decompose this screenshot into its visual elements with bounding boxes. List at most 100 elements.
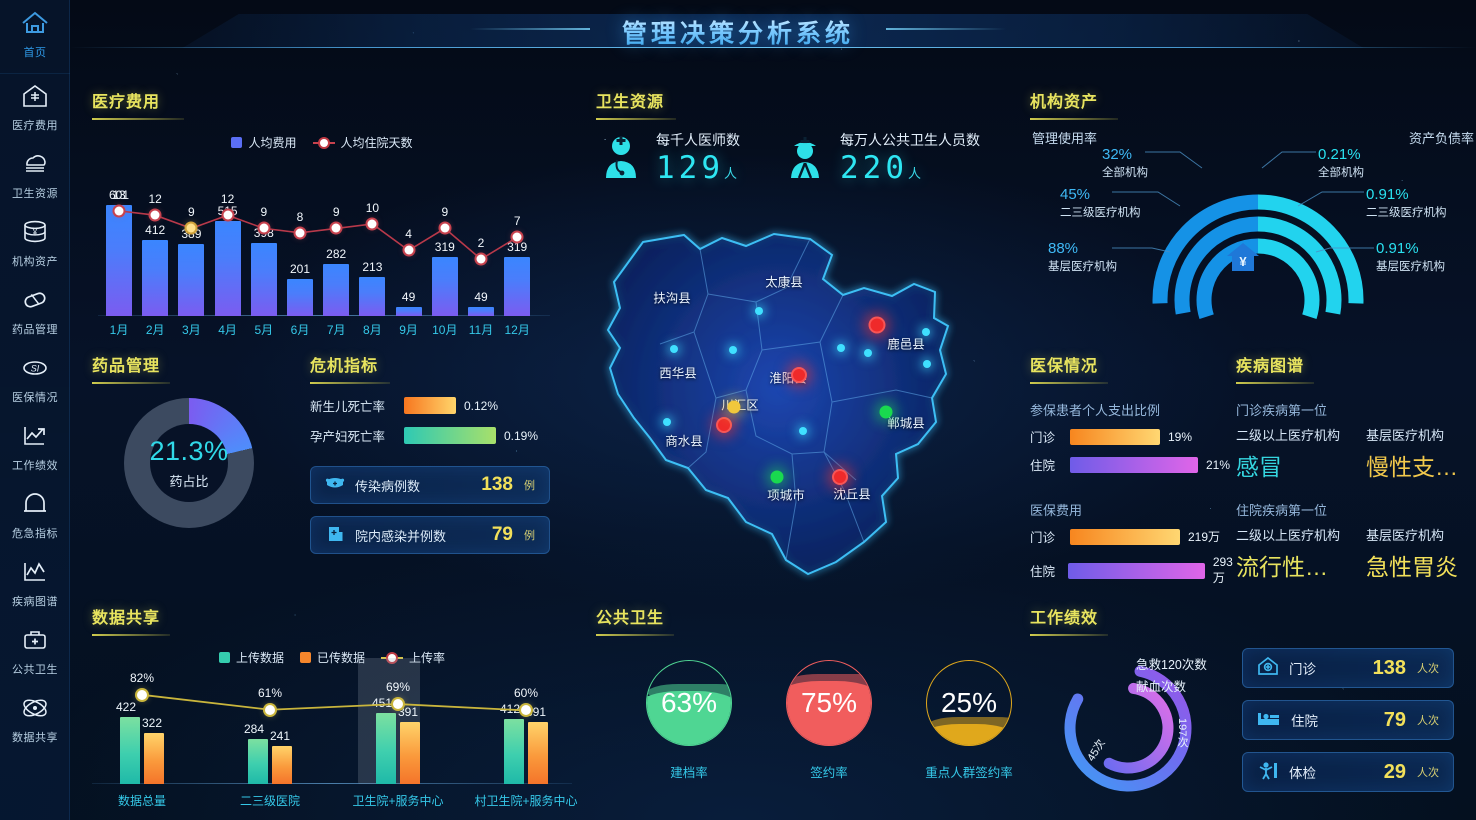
- line-point[interactable]: [393, 699, 403, 710]
- legend-swatch: [218, 652, 230, 663]
- bar-transferred: [400, 722, 420, 784]
- bar: [359, 276, 386, 316]
- bar-column[interactable]: 5154月: [214, 204, 241, 337]
- insurance-bar-label: 住院: [1030, 565, 1056, 579]
- map-marker[interactable]: [799, 427, 807, 435]
- sidebar-item-drug-management[interactable]: 药品管理: [0, 278, 70, 346]
- line-point[interactable]: [367, 219, 377, 229]
- map-warn-marker[interactable]: [727, 400, 741, 414]
- line-point[interactable]: [265, 704, 275, 715]
- map-marker[interactable]: [922, 328, 930, 336]
- line-point[interactable]: [114, 206, 124, 216]
- svg-text:¥: ¥: [1239, 254, 1247, 269]
- bar-column[interactable]: 319 10月: [431, 240, 458, 337]
- medkit-icon: [0, 627, 70, 657]
- line-point[interactable]: [404, 245, 414, 255]
- liquid-gauge[interactable]: 25%: [926, 660, 1012, 746]
- sidebar-item-institution-asset[interactable]: ¥ 机构资产: [0, 210, 70, 278]
- hospital-building-icon: [325, 524, 345, 547]
- sidebar-item-disease-map[interactable]: 疾病图谱: [0, 550, 70, 618]
- liquid-gauge[interactable]: 63%: [646, 660, 732, 746]
- stat-card-label: 住院: [1291, 714, 1318, 729]
- map-marker[interactable]: [864, 349, 872, 357]
- liquid-fill: [647, 690, 731, 745]
- map-ok-marker[interactable]: [770, 470, 784, 484]
- sidebar-item-home[interactable]: 首页: [0, 0, 70, 74]
- bar-category-label: 2月: [145, 323, 165, 337]
- sidebar-item-medical-cost[interactable]: 医疗费用: [0, 74, 70, 142]
- line-point[interactable]: [512, 232, 522, 242]
- sidebar-item-work-performance[interactable]: 工作绩效: [0, 414, 70, 482]
- nosocomial-infection-card[interactable]: 院内感染并例数 79 例: [310, 516, 550, 554]
- grouped-bar-column[interactable]: 422 322 数据总量: [116, 700, 166, 808]
- line-point[interactable]: [331, 223, 341, 233]
- sidebar-item-critical-indicator[interactable]: 危急指标: [0, 482, 70, 550]
- line-point[interactable]: [295, 228, 305, 238]
- stat-card-checkup[interactable]: 体检 29 人次: [1242, 752, 1454, 792]
- sidebar-item-health-resource[interactable]: 卫生资源: [0, 142, 70, 210]
- stat-card-value: 138: [1372, 656, 1406, 679]
- bar-column[interactable]: 282 7月: [323, 247, 350, 337]
- institution-asset-title: 机构资产: [1030, 88, 1476, 120]
- health-resource-panel: 卫生资源 每千人医师数 129人 每万人公共卫生人员数 220人: [596, 88, 1016, 208]
- bar-column[interactable]: 3985月: [250, 226, 277, 337]
- line-point[interactable]: [476, 254, 486, 264]
- line-point[interactable]: [137, 689, 147, 700]
- bar-transferred: [528, 722, 548, 784]
- grouped-bar-column[interactable]: 451 391 卫生院+服务中心: [352, 696, 443, 808]
- crisis-bar-track: [404, 397, 456, 414]
- map-marker[interactable]: [837, 344, 845, 352]
- crisis-bar-value: 0.12%: [464, 398, 499, 413]
- infectious-case-card[interactable]: 传染病例数 138 例: [310, 466, 550, 504]
- map-marker[interactable]: [670, 345, 678, 353]
- card-label: 院内感染并例数: [355, 528, 447, 544]
- map-alert-marker[interactable]: [868, 316, 886, 334]
- sidebar-item-data-share[interactable]: 数据共享: [0, 686, 70, 754]
- bed-icon: [1257, 709, 1281, 732]
- line-point[interactable]: [440, 223, 450, 233]
- map-marker[interactable]: [755, 307, 763, 315]
- bar-value-label: 601: [108, 188, 130, 203]
- map-marker[interactable]: [729, 346, 737, 354]
- medical-cost-panel: 医疗费用 人均费用 人均住院天数 6011月4122月3893月5154月398…: [92, 88, 552, 348]
- grouped-bar-column[interactable]: 284 241 二三级医院: [240, 702, 300, 808]
- map-alert-marker[interactable]: [832, 469, 848, 485]
- drug-management-panel: 药品管理 21.3% 药占比: [92, 352, 302, 592]
- map-ok-marker[interactable]: [879, 405, 893, 419]
- map-marker[interactable]: [663, 418, 671, 426]
- asset-left-label-tertiary: 45% 二三级医疗机构: [1060, 186, 1141, 219]
- map-marker[interactable]: [923, 360, 931, 368]
- line-point[interactable]: [521, 705, 531, 716]
- region-map[interactable]: 扶沟县 太康县 西华县 淮阳县 鹿邑县 川汇区 商水县 郸城县 项城市 沈丘县: [596, 222, 996, 602]
- liquid-gauge[interactable]: 75%: [786, 660, 872, 746]
- bar-value-label: 422: [116, 700, 137, 715]
- bar-column[interactable]: 389 3月: [178, 227, 205, 337]
- line-point[interactable]: [259, 223, 269, 233]
- asset-leader-lines: [1112, 151, 1374, 253]
- bar-column[interactable]: 601 1月: [106, 188, 132, 337]
- sidebar-item-insurance[interactable]: SI 医保情况: [0, 346, 70, 414]
- gauge-percent: 25%: [940, 687, 998, 718]
- bar-column[interactable]: 49 9月: [395, 290, 422, 337]
- line-value-label: 4: [405, 227, 412, 242]
- svg-text:¥: ¥: [32, 228, 38, 237]
- bar-category-label: 12月: [504, 323, 530, 337]
- insurance-bar-track: [1070, 528, 1180, 545]
- bar-column[interactable]: 412 2月: [142, 223, 169, 337]
- line-point[interactable]: [223, 210, 233, 220]
- bar-column[interactable]: 201 6月: [287, 262, 313, 337]
- bar-column[interactable]: 319 12月: [504, 240, 531, 337]
- map-alert-marker[interactable]: [716, 417, 732, 433]
- bar-category-label: 村卫生院+服务中心: [474, 794, 578, 808]
- stat-card-outpatient[interactable]: 门诊 138 人次: [1242, 648, 1454, 688]
- disease-level: 基层医疗机构: [1366, 528, 1445, 543]
- map-alert-marker[interactable]: [791, 367, 807, 383]
- insurance-bar-row: 门诊 219万: [1030, 527, 1243, 546]
- stat-card-inpatient[interactable]: 住院 79 人次: [1242, 700, 1454, 740]
- line-point[interactable]: [150, 210, 160, 220]
- line-point[interactable]: [186, 223, 196, 233]
- card-value: 138: [481, 474, 513, 495]
- bar-column[interactable]: 213 8月: [359, 260, 386, 337]
- bar-column[interactable]: 49 11月: [468, 290, 494, 337]
- sidebar-item-public-health[interactable]: 公共卫生: [0, 618, 70, 686]
